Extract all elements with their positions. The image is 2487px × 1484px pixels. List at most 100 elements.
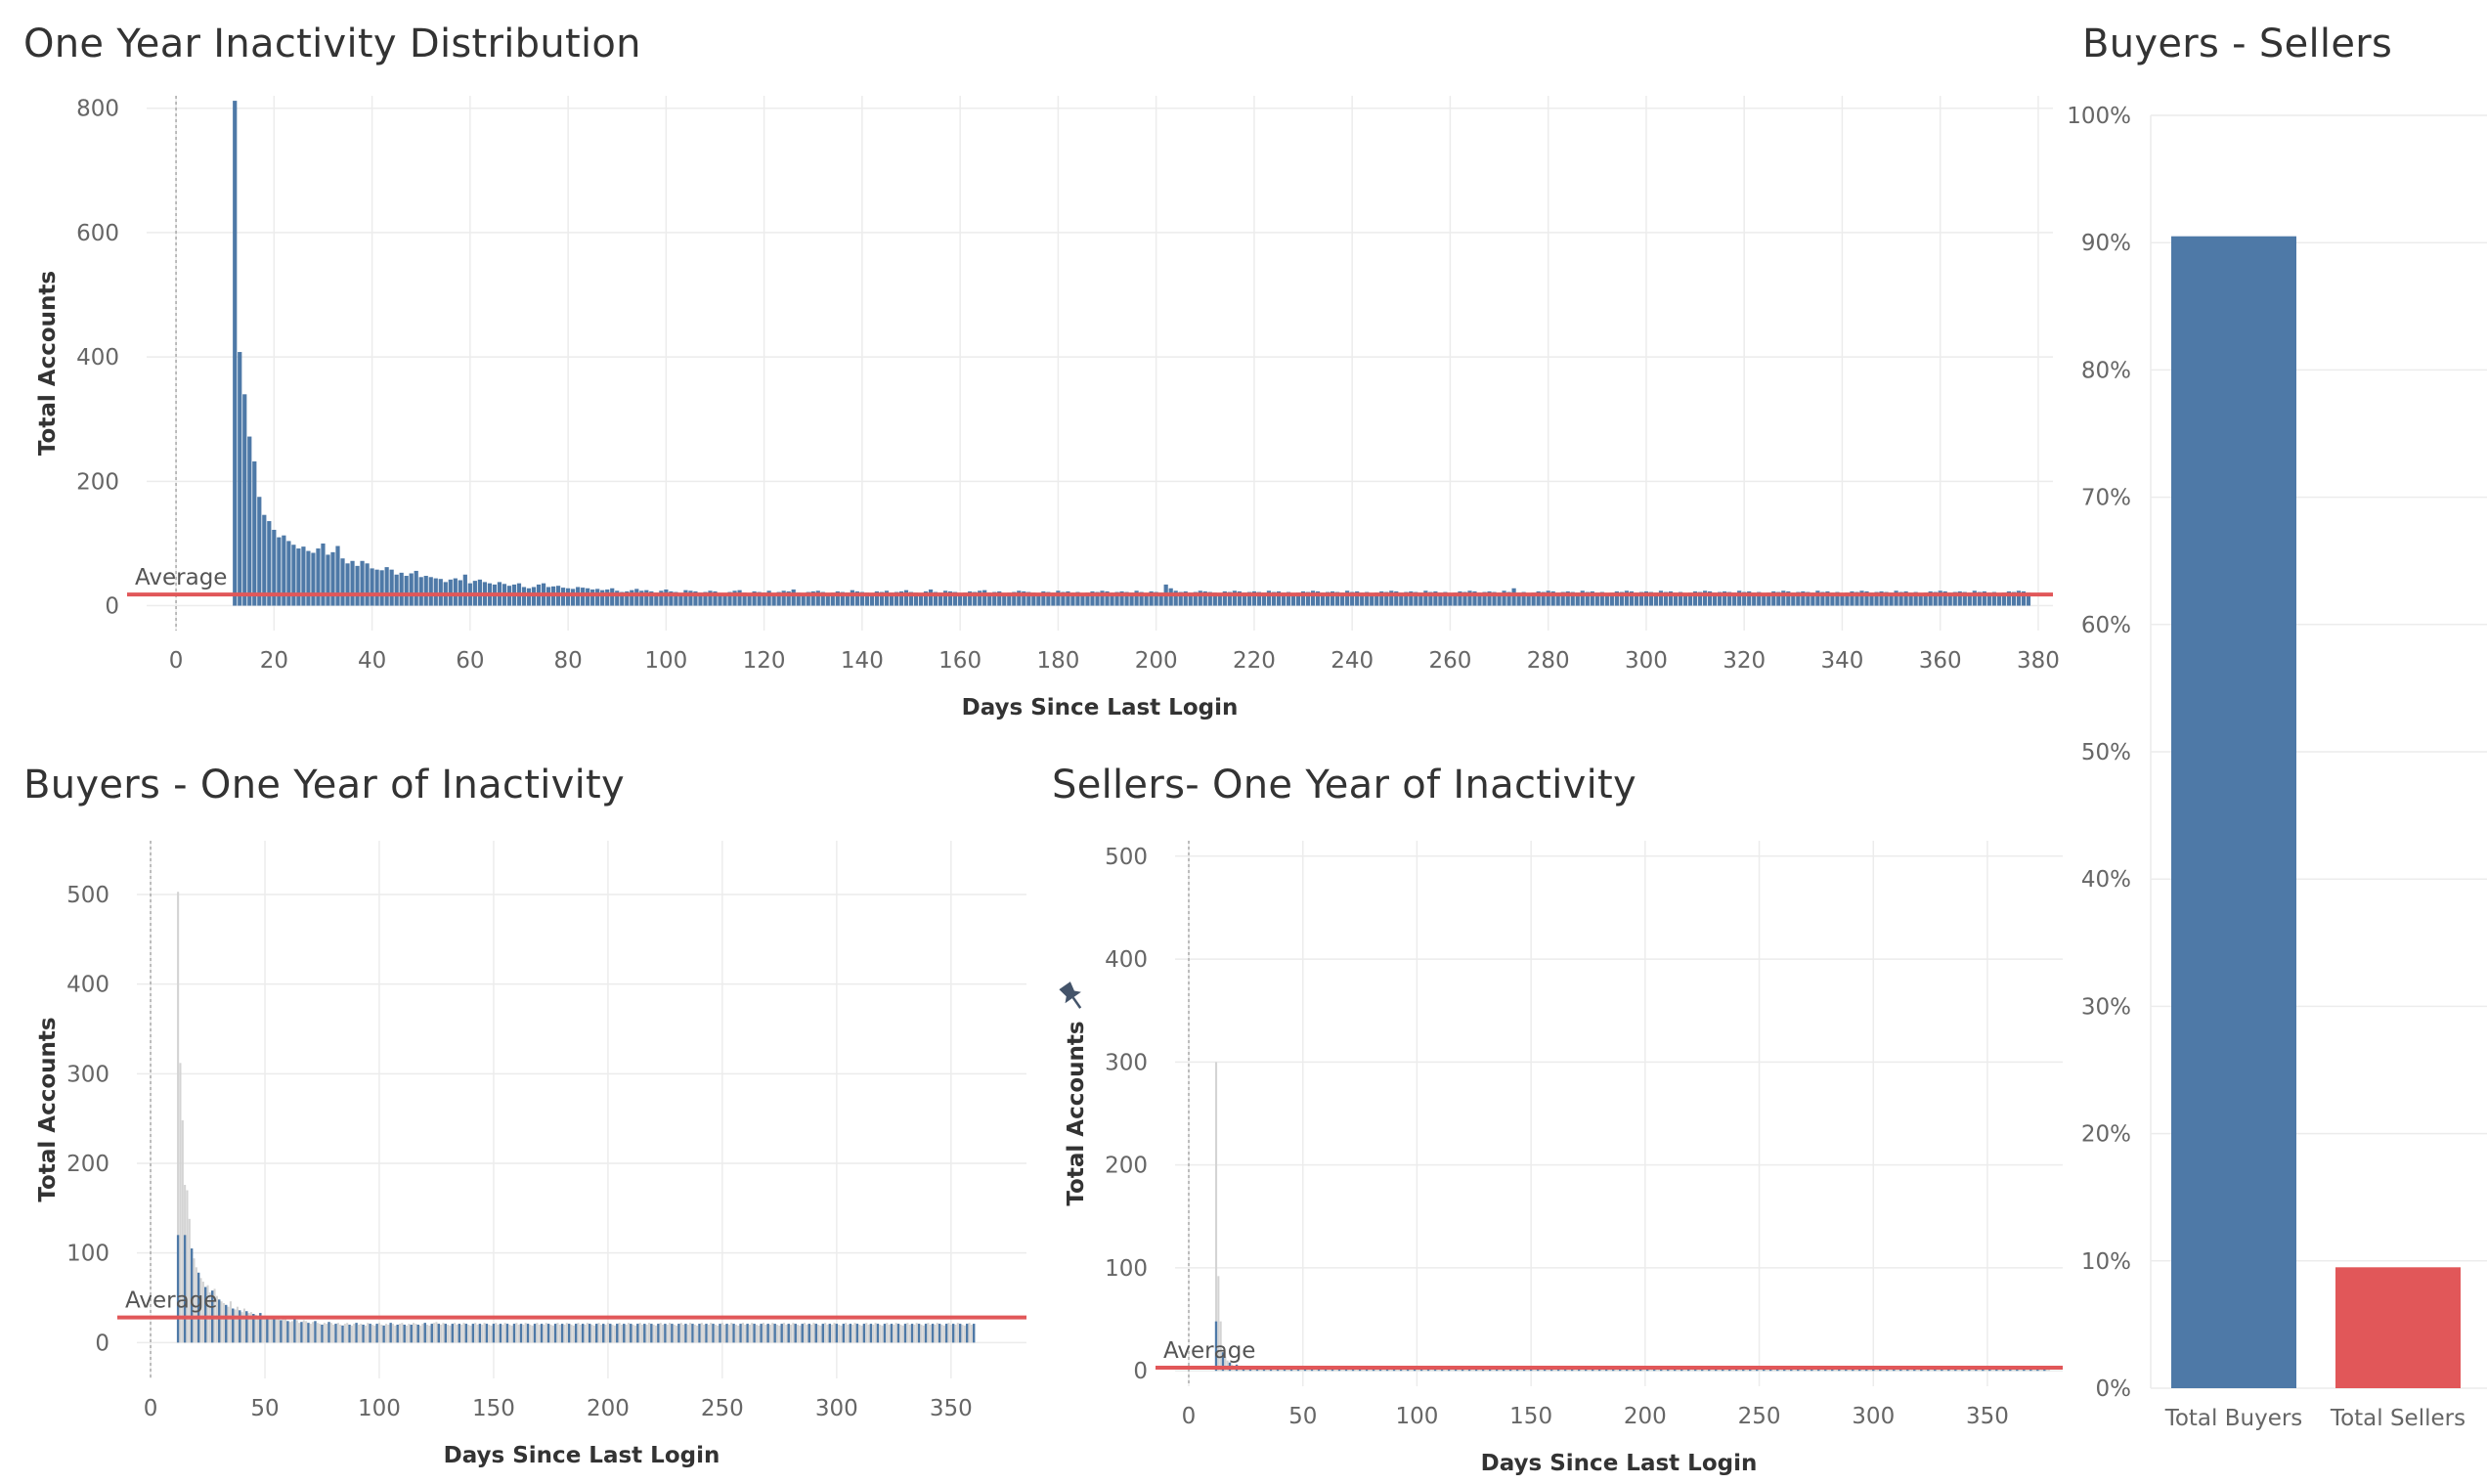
bar (862, 1324, 866, 1343)
x-tick-label: 260 (1428, 648, 1471, 674)
bar (1462, 591, 1467, 606)
ghost-bar (563, 1325, 566, 1343)
bar (746, 1324, 749, 1343)
x-tick-label: 300 (1625, 648, 1668, 674)
bar (1776, 1369, 1779, 1372)
bar (1673, 592, 1679, 606)
bar (1303, 1369, 1307, 1372)
ghost-bar (275, 1319, 278, 1343)
ghost-bar (1799, 1369, 1802, 1372)
bar (684, 1324, 687, 1343)
ghost-bar (1281, 1369, 1284, 1372)
ghost-bar (1459, 1369, 1462, 1372)
ghost-bar (570, 1325, 573, 1343)
x-tick-label: 280 (1527, 648, 1570, 674)
ghost-bar (490, 1325, 493, 1343)
bar (1002, 592, 1007, 606)
bar (1806, 591, 1811, 606)
bar (1783, 1369, 1786, 1372)
bar (340, 558, 345, 606)
bar (876, 1324, 880, 1343)
bar (781, 590, 786, 606)
bar (1423, 590, 1428, 606)
bar (898, 590, 904, 606)
bar (859, 591, 864, 606)
x-axis-title: Days Since Last Login (962, 695, 1239, 720)
ghost-bar (1682, 1369, 1685, 1372)
buyers-inactivity-chart[interactable]: Average 0 100 200 300 400 500 0 50 100 150 200 250 30… (0, 831, 1036, 1484)
x-tick-label: 350 (1966, 1404, 2009, 1429)
bar (1541, 591, 1546, 606)
category-label: Total Sellers (2330, 1406, 2465, 1431)
bar (282, 535, 286, 606)
ghost-bar (1532, 1369, 1535, 1372)
bar (355, 565, 360, 606)
bar (762, 592, 766, 606)
bar (1447, 1369, 1451, 1372)
buyers-sellers-split-chart[interactable]: 0% 10% 20% 30% 40% 50% 60% 70% 80% 90% 100% Total B… (2063, 88, 2487, 1484)
ghost-bar (845, 1323, 848, 1343)
bar (600, 589, 605, 606)
ghost-bar (1984, 1369, 1986, 1372)
ghost-bar (2040, 1369, 2044, 1372)
bar (630, 589, 634, 606)
ghost-bar (1650, 1369, 1653, 1372)
y-axis-title: Total Accounts (35, 271, 61, 456)
bar (1290, 592, 1296, 606)
bar (713, 590, 718, 606)
ghost-bar (768, 1325, 772, 1343)
ghost-bar (1450, 1369, 1453, 1372)
ghost-bar (1299, 1369, 1302, 1372)
bar (620, 591, 625, 606)
ghost-bar (510, 1325, 513, 1343)
bar (879, 591, 885, 606)
ghost-bar (332, 1325, 335, 1343)
bar (1682, 592, 1688, 606)
bar (1790, 1369, 1793, 1372)
ghost-bar (343, 1324, 346, 1343)
average-label: Average (1163, 1338, 1255, 1364)
bar (1511, 588, 1516, 606)
ghost-bar (256, 1315, 260, 1343)
bar (1707, 590, 1713, 606)
bar (903, 1324, 907, 1343)
bar (1815, 590, 1820, 606)
bar (1515, 1369, 1519, 1372)
ghost-bar (599, 1325, 602, 1343)
bar (1261, 592, 1267, 606)
x-tick-label: 380 (2017, 648, 2060, 674)
bar (1345, 590, 1350, 606)
bar (316, 548, 321, 606)
bar (992, 591, 997, 606)
ghost-bar (1294, 1369, 1297, 1372)
pin-icon (1059, 982, 1082, 1009)
ghost-bar (1226, 1360, 1229, 1372)
ghost-bar (592, 1325, 595, 1343)
bar (259, 1313, 262, 1343)
bar (1139, 591, 1144, 606)
bar (1580, 590, 1585, 606)
ghost-bar (1388, 1369, 1391, 1372)
bar (1331, 1369, 1334, 1372)
ghost-bar (188, 1218, 191, 1343)
ghost-bar (1541, 1369, 1544, 1372)
ghost-bar (440, 1325, 443, 1343)
overall-inactivity-chart[interactable]: Average 0 200 400 600 800 0 20 40 60 80 100 120 140 16… (0, 88, 2072, 753)
x-tick-label: 150 (472, 1396, 515, 1421)
bar (1017, 590, 1022, 606)
ghost-bar (654, 1325, 658, 1343)
bar (644, 589, 649, 606)
bar (643, 1324, 646, 1343)
ghost-bar (824, 1323, 827, 1343)
sellers-inactivity-chart[interactable]: Average 0 100 200 300 400 500 0 50 100 150 200 250 30… (1036, 831, 2072, 1484)
bar (1638, 1369, 1642, 1372)
ghost-bar (515, 1323, 518, 1343)
ghost-bar (1664, 1369, 1667, 1372)
x-tick-label: 300 (815, 1396, 858, 1421)
bar (737, 589, 742, 606)
ghost-bar (1703, 1369, 1706, 1372)
x-tick-label: 150 (1509, 1404, 1552, 1429)
bar (1585, 591, 1590, 606)
bar (1378, 1369, 1382, 1372)
bar (1041, 590, 1046, 606)
